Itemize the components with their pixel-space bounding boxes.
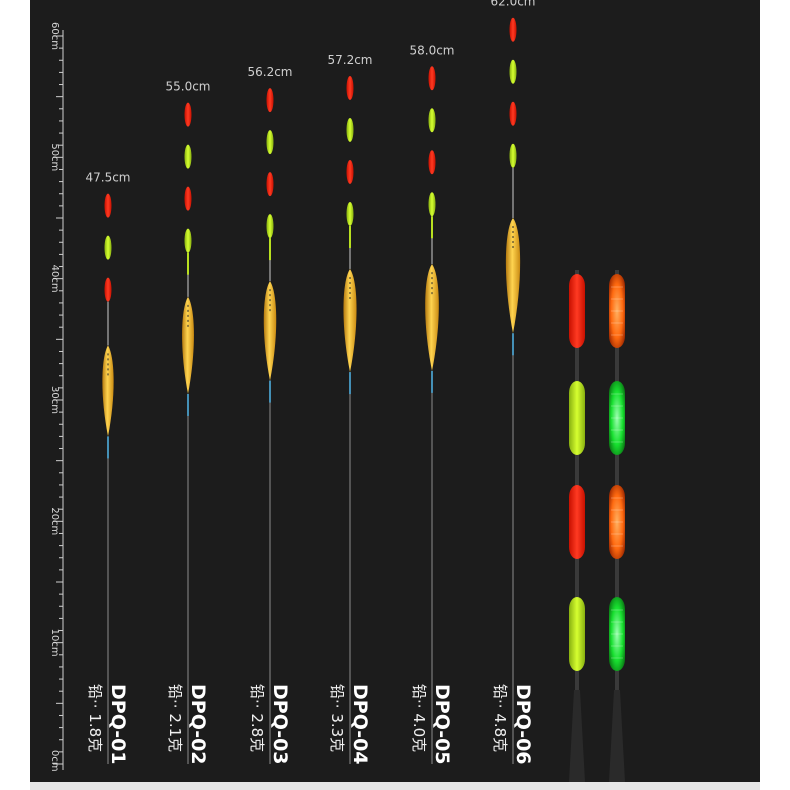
tip-segment-red — [428, 150, 436, 175]
closeup-tip-glowing — [609, 270, 625, 782]
tip-segment-green — [346, 201, 354, 226]
tip-segment-green — [346, 117, 354, 142]
weight-value: 4.8克 — [491, 713, 509, 752]
float-dpq-01: 47.5cm DPQ-01铅·· 1.8克 — [85, 171, 130, 765]
ruler-label: 0cm — [49, 750, 60, 772]
tip-segment-green — [184, 144, 192, 169]
tip-segment-red — [184, 186, 192, 211]
length-label: 47.5cm — [85, 171, 130, 185]
closeup-segment-green — [569, 381, 585, 455]
lead-mark: ·· — [166, 699, 184, 713]
length-label: 55.0cm — [165, 80, 210, 94]
closeup-segment-red — [569, 485, 585, 559]
measuring-ruler: 0cm 10cm 20cm 30cm 40cm 50cm 60cm — [49, 22, 64, 772]
model-label: DPQ-02 — [187, 684, 209, 765]
weight-value: 4.0克 — [410, 713, 428, 752]
tip-segment-green — [428, 108, 436, 133]
weight-label: 铅·· 1.8克 — [86, 684, 104, 752]
float-body — [263, 281, 277, 381]
lead-mark: ·· — [410, 699, 428, 713]
closeup-segment-red — [569, 274, 585, 348]
lead-label: 铅 — [410, 684, 428, 699]
lead-label: 铅 — [491, 684, 509, 699]
float-body — [425, 264, 439, 371]
tip-segment-red — [266, 172, 274, 197]
tip-segment-red — [509, 101, 517, 126]
lead-label: 铅 — [86, 684, 104, 699]
tip-segment-green — [104, 235, 112, 260]
weight-label: 铅·· 2.8克 — [248, 684, 266, 752]
closeup-base — [609, 690, 625, 782]
length-label: 57.2cm — [327, 53, 372, 67]
weight-label: 铅·· 3.3克 — [328, 684, 346, 752]
tip-segment-green — [509, 59, 517, 84]
float-body — [343, 268, 357, 373]
model-label: DPQ-06 — [512, 684, 534, 765]
float-dpq-03: 56.2cm DPQ-03铅·· 2.8克 — [247, 65, 292, 764]
float-dpq-02: 55.0cm DPQ-02铅·· 2.1克 — [165, 80, 210, 765]
float-body — [182, 296, 194, 394]
lead-mark: ·· — [491, 699, 509, 713]
weight-value: 3.3克 — [328, 713, 346, 752]
tip-segment-green — [266, 130, 274, 155]
closeup-segment-red — [609, 274, 625, 348]
model-label: DPQ-04 — [349, 684, 371, 765]
tip-segment-green — [428, 192, 436, 217]
weight-label: 铅·· 4.0克 — [410, 684, 428, 752]
tip-segment-red — [509, 17, 517, 42]
tip-segment-red — [346, 75, 354, 100]
closeup-segment-red — [609, 485, 625, 559]
tip-segment-green — [266, 214, 274, 239]
lead-label: 铅 — [328, 684, 346, 699]
closeup-segment-green — [569, 597, 585, 671]
tip-segment-red — [184, 102, 192, 127]
ruler-label: 50cm — [49, 143, 60, 171]
tip-segment-green — [184, 228, 192, 253]
tip-closeup — [569, 270, 625, 782]
closeup-base — [569, 690, 585, 782]
tip-segment-red — [104, 277, 112, 302]
length-label: 58.0cm — [409, 43, 454, 57]
float-body — [102, 345, 114, 437]
model-label: DPQ-05 — [431, 684, 453, 765]
ruler-label: 10cm — [49, 629, 60, 657]
ruler-label: 40cm — [49, 265, 60, 293]
tip-segment-red — [266, 88, 274, 113]
weight-value: 2.1克 — [166, 713, 184, 752]
lead-mark: ·· — [86, 699, 104, 713]
float-dpq-05: 58.0cm DPQ-05铅·· 4.0克 — [409, 43, 454, 764]
tip-segment-red — [428, 66, 436, 91]
lead-label: 铅 — [248, 684, 266, 699]
ruler-label: 60cm — [49, 22, 60, 50]
lead-mark: ·· — [328, 699, 346, 713]
closeup-segment-green — [609, 597, 625, 671]
float-dpq-06: 62.0cm DPQ-06铅·· 4.8克 — [490, 0, 535, 765]
model-label: DPQ-01 — [107, 684, 129, 765]
bottom-strip — [30, 782, 760, 790]
float-dpq-04: 57.2cm DPQ-04铅·· 3.3克 — [327, 53, 372, 765]
length-label: 56.2cm — [247, 65, 292, 79]
closeup-segment-green — [609, 381, 625, 455]
product-image-panel: 0cm 10cm 20cm 30cm 40cm 50cm 60cm 47.5cm DPQ-01… — [30, 0, 760, 782]
closeup-tip-daylight — [569, 270, 585, 782]
length-label: 62.0cm — [490, 0, 535, 9]
lead-mark: ·· — [248, 699, 266, 713]
float-body — [505, 218, 521, 334]
ruler-label: 20cm — [49, 507, 60, 535]
lead-label: 铅 — [166, 684, 184, 699]
weight-label: 铅·· 4.8克 — [491, 684, 509, 752]
float-lineup-illustration: 0cm 10cm 20cm 30cm 40cm 50cm 60cm 47.5cm DPQ-01… — [49, 0, 625, 782]
weight-value: 1.8克 — [86, 713, 104, 752]
model-label: DPQ-03 — [269, 684, 291, 765]
weight-label: 铅·· 2.1克 — [166, 684, 184, 752]
tip-segment-green — [509, 143, 517, 168]
ruler-label: 30cm — [49, 386, 60, 414]
weight-value: 2.8克 — [248, 713, 266, 752]
tip-segment-red — [346, 159, 354, 184]
tip-segment-red — [104, 193, 112, 218]
